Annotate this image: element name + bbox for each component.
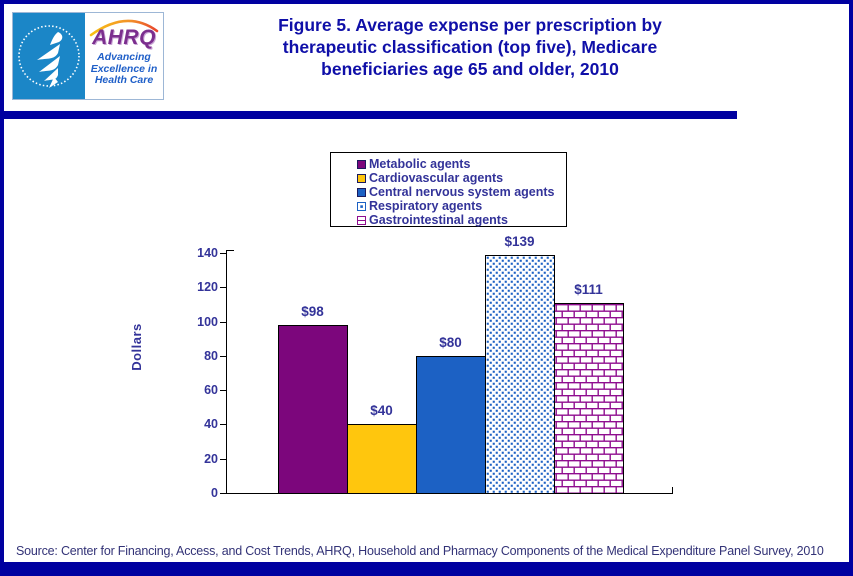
bar-central-nervous-system-agents [416,356,486,494]
legend-item-gastrointestinal-agents: Gastrointestinal agents [357,213,566,227]
bottom-accent-bar [4,562,849,572]
y-tick [220,390,226,392]
legend-swatch-solid-icon [357,159,366,169]
title-line-1: Figure 5. Average expense per prescripti… [278,15,662,35]
legend-label: Metabolic agents [369,157,471,171]
title-line-3: beneficiaries age 65 and older, 2010 [321,59,619,79]
bar-value-label-central-nervous-system-agents: $80 [439,335,462,350]
header-divider [4,111,737,119]
legend-item-respiratory-agents: Respiratory agents [357,199,566,213]
figure-title: Figure 5. Average expense per prescripti… [230,14,710,80]
y-tick [220,253,226,254]
y-tick-label: 140 [197,246,218,260]
legend-swatch-bricks-icon [357,215,366,225]
y-tick [220,287,226,289]
chart-legend: Metabolic agents Cardiovascular agents Cen… [330,152,567,227]
tagline-line-1: Advancing [97,51,151,63]
y-axis-top-tick [227,250,234,251]
ahrq-tagline: Advancing Excellence in Health Care [85,51,163,87]
y-tick-label: 100 [197,314,218,329]
bar-value-label-respiratory-agents: $139 [504,234,535,249]
y-tick-label: 60 [204,383,218,398]
legend-label: Gastrointestinal agents [369,213,508,227]
legend-item-metabolic-agents: Metabolic agents [357,157,566,171]
x-axis-end-tick [672,487,673,493]
legend-item-central-nervous-system-agents: Central nervous system agents [357,185,566,199]
y-tick [220,493,226,494]
tagline-line-2: Excellence in [90,62,158,75]
logo-arc-icon [89,19,159,37]
ahrq-text: AHRQ [92,26,156,49]
legend-swatch-dots-icon [357,201,366,211]
bar-value-label-gastrointestinal-agents: $111 [574,282,603,297]
legend-label: Cardiovascular agents [369,171,504,185]
y-tick-label: 20 [204,451,218,466]
legend-swatch-solid-icon [357,173,366,183]
legend-swatch-solid-icon [357,187,366,197]
y-tick-label: 120 [197,280,218,295]
bar-value-label-metabolic-agents: $98 [301,304,324,319]
source-note: Source: Center for Financing, Access, an… [16,544,824,558]
y-tick [220,458,226,460]
hhs-seal-icon [13,13,85,99]
bar-gastrointestinal-agents [554,303,624,494]
ahrq-logo: AHRQ Advancing Excellence in Health Care [12,12,164,100]
title-line-2: therapeutic classification (top five), M… [282,37,658,57]
y-axis-title: Dollars [129,323,144,371]
tagline-line-3: Health Care [94,74,154,86]
y-tick-label: 0 [211,486,218,500]
y-tick [220,424,226,426]
bar-cardiovascular-agents [347,424,417,494]
legend-item-cardiovascular-agents: Cardiovascular agents [357,171,566,185]
y-tick-label: 80 [204,348,218,363]
bar-value-label-cardiovascular-agents: $40 [370,403,393,418]
y-tick-label: 40 [204,417,218,432]
y-tick [220,321,226,323]
legend-label: Respiratory agents [369,199,483,213]
y-axis-line [226,250,227,494]
legend-label: Central nervous system agents [369,185,555,199]
ahrq-wordmark: AHRQ Advancing Excellence in Health Care [85,13,163,99]
bar-metabolic-agents [278,325,348,494]
bar-respiratory-agents [485,255,555,494]
y-tick [220,355,226,357]
